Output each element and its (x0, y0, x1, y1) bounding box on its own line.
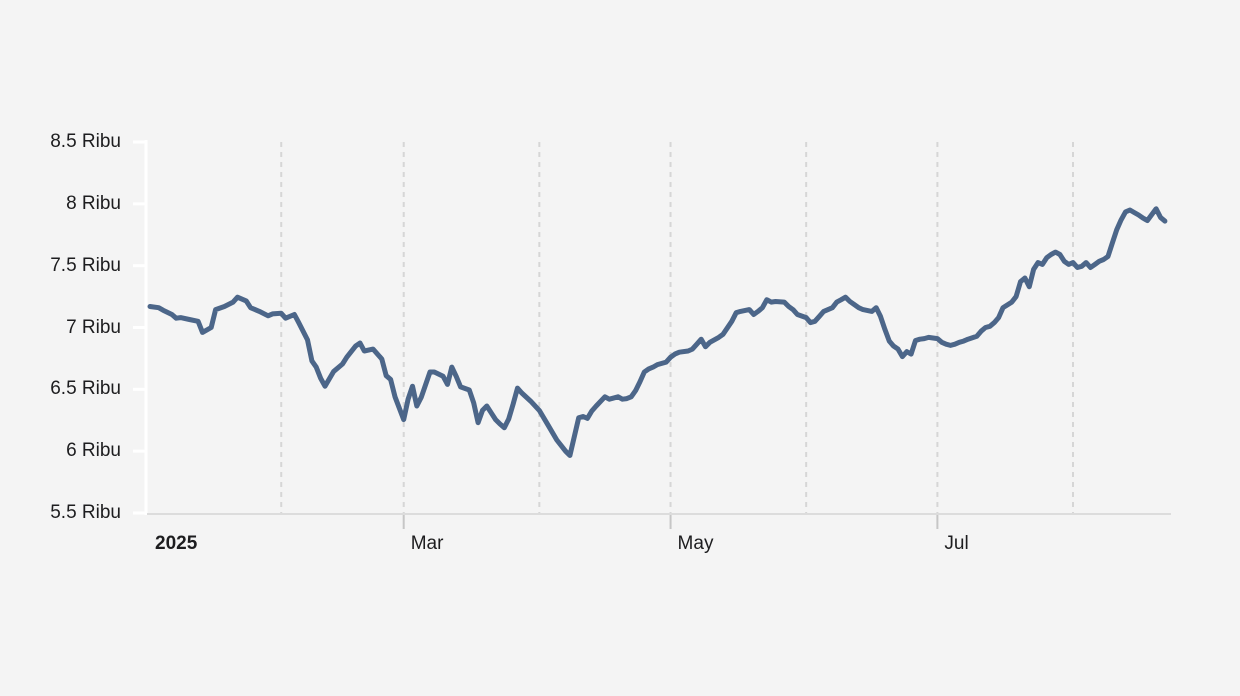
price-line-series[interactable] (147, 206, 1168, 458)
y-axis-label: 7 Ribu (66, 316, 121, 338)
y-axis-label: 5.5 Ribu (50, 502, 121, 523)
x-axis-month-label: Mar (410, 533, 444, 554)
x-axis-year-label: 2025 (155, 533, 198, 554)
y-axis-label: 8.5 Ribu (50, 131, 121, 152)
x-axis-month-label: May (677, 533, 714, 554)
y-axis-label: 6.5 Ribu (50, 378, 121, 400)
y-axis-label: 8 Ribu (66, 192, 121, 214)
x-axis-month-label: Jul (944, 533, 969, 554)
y-axis-label: 6 Ribu (66, 440, 121, 462)
y-axis-label: 7.5 Ribu (50, 254, 121, 276)
